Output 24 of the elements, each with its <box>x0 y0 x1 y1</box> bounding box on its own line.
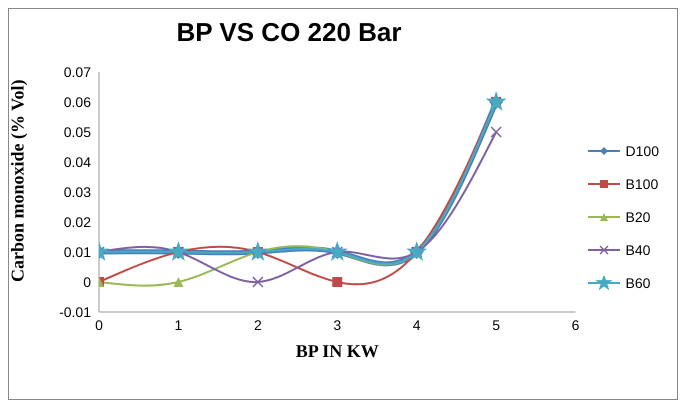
legend-label: D100 <box>626 143 659 159</box>
x-tick-label: 5 <box>492 316 500 333</box>
x-tick-label: 1 <box>174 316 183 333</box>
legend-label: B100 <box>626 176 658 192</box>
legend-label: B60 <box>626 275 650 291</box>
y-tick-label: 0.03 <box>64 184 92 200</box>
x-tick-label: 2 <box>254 316 262 333</box>
x-tick-label: 3 <box>333 316 342 333</box>
x-axis-title: BP IN KW <box>296 341 379 361</box>
chart-title: BP VS CO 220 Bar <box>176 17 402 48</box>
y-tick-label: 0 <box>83 274 92 290</box>
y-tick-label: 0.06 <box>64 94 92 110</box>
x-tick-label: 6 <box>572 316 580 333</box>
y-tick-label: 0.01 <box>64 244 92 260</box>
x-tick-label: 0 <box>95 316 104 333</box>
y-tick-label: 0.05 <box>64 124 92 140</box>
y-axis-title: Carbon monoxide (% Vol) <box>7 79 28 282</box>
x-tick-label: 4 <box>412 316 421 333</box>
legend-label: B40 <box>626 242 650 258</box>
y-tick-label: 0.07 <box>64 64 92 80</box>
y-tick-label: 0.04 <box>64 154 92 170</box>
y-tick-label: 0.02 <box>64 214 92 230</box>
y-tick-label: -0.01 <box>59 304 92 320</box>
legend-label: B20 <box>626 209 650 225</box>
